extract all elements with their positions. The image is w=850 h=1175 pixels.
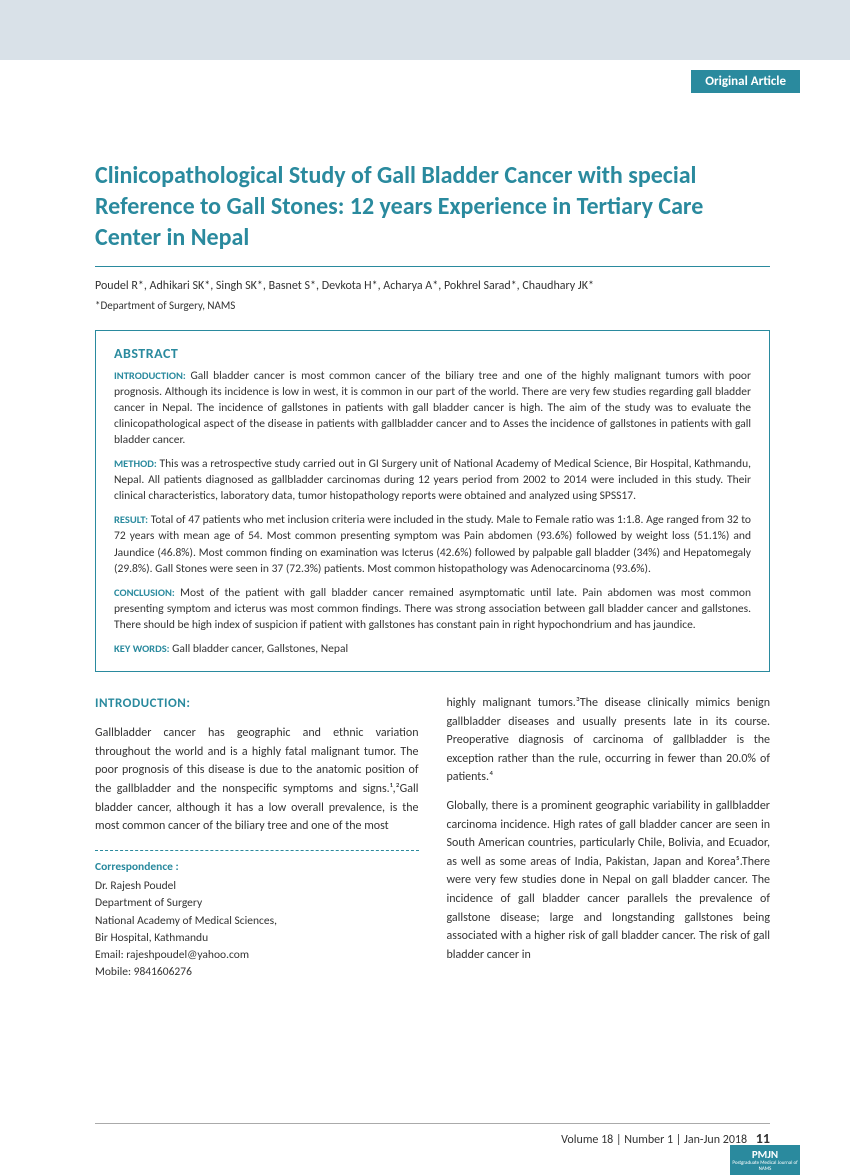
abstract-intro-label: INTRODUCTION: [114,369,186,382]
abstract-method: METHOD: This was a retrospective study c… [114,456,751,504]
abstract-introduction: INTRODUCTION: Gall bladder cancer is mos… [114,368,751,448]
abstract-result: RESULT: Total of 47 patients who met inc… [114,512,751,576]
abstract-intro-text: Gall bladder cancer is most common cance… [114,369,751,447]
correspondence-dept: Department of Surgery [95,895,419,912]
abstract-keywords: KEY WORDS: Gall bladder cancer, Gallston… [114,641,751,657]
badge-title: PMJN [752,1148,778,1161]
content-area: Clinicopathological Study of Gall Bladde… [0,60,850,982]
abstract-method-text: This was a retrospective study carried o… [114,457,751,503]
correspondence-loc: Bir Hospital, Kathmandu [95,930,419,947]
right-para-2: Globally, there is a prominent geographi… [447,797,771,964]
footer-issue: Volume 18 | Number 1 | Jan-Jun 2018 [561,1133,747,1147]
journal-badge: PMJN Postgraduate Medical Journal of NAM… [730,1145,800,1175]
badge-subtitle: Postgraduate Medical Journal of NAMS [730,1161,800,1172]
abstract-method-label: METHOD: [114,457,157,470]
header-bar [0,0,850,60]
right-para-1: highly malignant tumors.³The disease cli… [447,694,771,787]
left-para-1: Gallbladder cancer has geographic and et… [95,724,419,836]
body-columns: INTRODUCTION: Gallbladder cancer has geo… [95,694,770,981]
abstract-box: ABSTRACT INTRODUCTION: Gall bladder canc… [95,330,770,673]
page-footer: Volume 18 | Number 1 | Jan-Jun 2018 11 P… [0,1123,850,1175]
abstract-keywords-label: KEY WORDS: [114,642,170,655]
abstract-keywords-text: Gall bladder cancer, Gallstones, Nepal [170,642,349,656]
correspondence-email: Email: rajeshpoudel@yahoo.com [95,947,419,964]
abstract-conclusion: CONCLUSION: Most of the patient with gal… [114,585,751,633]
abstract-result-label: RESULT: [114,513,148,526]
correspondence-inst: National Academy of Medical Sciences, [95,913,419,930]
correspondence-heading: Correspondence : [95,859,419,876]
abstract-conclusion-text: Most of the patient with gall bladder ca… [114,586,751,632]
right-column: highly malignant tumors.³The disease cli… [447,694,771,981]
affiliation-line: *Department of Surgery, NAMS [95,299,770,312]
title-underline [95,266,770,267]
abstract-conclusion-label: CONCLUSION: [114,586,175,599]
abstract-result-text: Total of 47 patients who met inclusion c… [114,513,751,575]
abstract-heading: ABSTRACT [114,345,751,362]
left-column: INTRODUCTION: Gallbladder cancer has geo… [95,694,419,981]
introduction-heading: INTRODUCTION: [95,694,419,714]
correspondence-block: Correspondence : Dr. Rajesh Poudel Depar… [95,850,419,982]
page: Original Article Clinicopathological Stu… [0,0,850,1175]
article-type-tag: Original Article [691,70,800,93]
correspondence-name: Dr. Rajesh Poudel [95,878,419,895]
article-title: Clinicopathological Study of Gall Bladde… [95,160,770,254]
footer-issue-line: Volume 18 | Number 1 | Jan-Jun 2018 11 [0,1124,850,1147]
correspondence-mobile: Mobile: 9841606276 [95,964,419,981]
authors-line: Poudel R*, Adhikari SK*, Singh SK*, Basn… [95,277,770,295]
